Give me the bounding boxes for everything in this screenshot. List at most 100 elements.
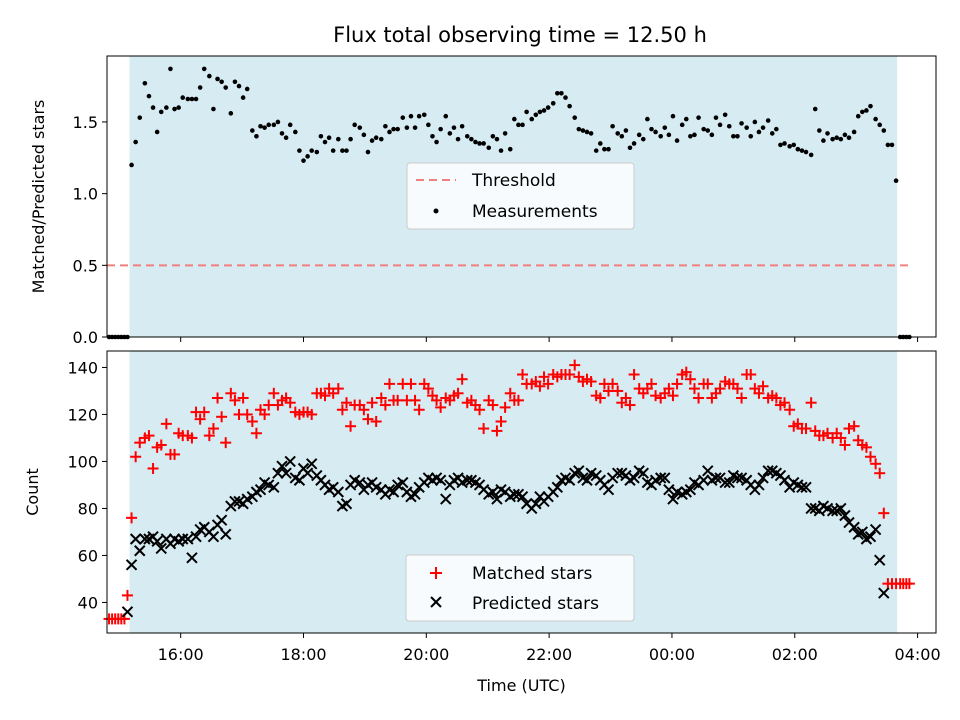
predicted-star-point: [659, 472, 671, 484]
predicted-star-point: [757, 472, 769, 484]
matched-star-point: [375, 392, 387, 404]
predicted-star-point: [387, 486, 400, 498]
measurement-point: [383, 123, 388, 129]
x-axis-label: Time (UTC): [476, 676, 565, 695]
predicted-star-stroke: [573, 465, 585, 477]
predicted-star-stroke: [134, 545, 146, 557]
predicted-star-stroke: [289, 472, 302, 484]
measurement-point: [494, 136, 500, 142]
predicted-star-point: [301, 467, 314, 479]
measurement-point: [455, 136, 461, 142]
measurement-point: [709, 132, 715, 138]
ratio-panel: 0.0 0.5 1.0 1.5 Matched/Predicted stars Thr…: [29, 55, 937, 347]
predicted-star-point: [530, 498, 542, 510]
legend-predicted-label: Predicted stars: [472, 594, 599, 614]
matched-star-point: [134, 437, 146, 449]
measurement-point: [172, 106, 177, 112]
predicted-star-stroke: [354, 476, 366, 489]
measurement-point: [438, 126, 443, 132]
measurement-point: [232, 79, 238, 85]
measurement-point: [576, 126, 582, 132]
measurement-point: [133, 139, 138, 145]
count-y-ticks: 40 60 80 100 120 140: [67, 358, 107, 612]
matched-star-point: [594, 392, 606, 404]
matched-star-point: [358, 404, 370, 416]
measurement-point: [748, 133, 754, 139]
measurement-point: [520, 122, 525, 128]
predicted-star-stroke: [186, 552, 198, 564]
measurement-point: [756, 129, 762, 135]
measurement-point: [464, 133, 470, 139]
ratio-legend: Threshold Measurements: [406, 162, 635, 230]
measurement-point: [555, 90, 560, 96]
matched-star-point: [379, 399, 391, 411]
measurement-point: [893, 178, 899, 184]
measurement-point: [361, 132, 367, 138]
measurement-point: [545, 105, 551, 110]
matched-star-point: [504, 387, 516, 399]
measurement-point: [412, 125, 418, 130]
matched-star-point: [207, 423, 219, 435]
matched-star-point: [155, 439, 167, 451]
measurement-point: [129, 162, 134, 168]
matched-star-point: [246, 416, 258, 427]
predicted-star-point: [826, 505, 839, 517]
predicted-star-stroke: [817, 500, 830, 512]
predicted-star-point: [654, 472, 667, 484]
measurement-point: [365, 149, 371, 155]
predicted-star-stroke: [835, 502, 847, 515]
predicted-star-stroke: [301, 467, 314, 479]
predicted-star-point: [461, 474, 473, 486]
predicted-star-point: [710, 472, 722, 484]
measurement-point: [266, 122, 272, 128]
predicted-star-stroke: [757, 472, 769, 484]
predicted-star-stroke: [577, 472, 589, 484]
predicted-star-stroke: [727, 469, 740, 482]
matched-star-point: [848, 420, 860, 432]
measurement-point: [387, 129, 392, 135]
predicted-star-stroke: [229, 495, 241, 508]
matched-star-point: [220, 437, 232, 449]
measurement-point: [502, 131, 508, 136]
predicted-star-stroke: [874, 554, 886, 566]
measurement-point: [812, 106, 818, 112]
measurement-point: [765, 118, 771, 123]
measurement-point: [602, 146, 607, 152]
predicted-star-point: [129, 533, 142, 545]
measurement-point: [326, 135, 332, 141]
measurement-point: [378, 136, 384, 142]
measurement-point: [851, 129, 857, 135]
measurement-point: [211, 106, 216, 112]
matched-star-point: [409, 394, 421, 406]
predicted-star-stroke: [848, 521, 860, 533]
matched-star-point: [667, 390, 679, 402]
predicted-star-point: [731, 472, 744, 484]
matched-star-point: [736, 392, 748, 404]
measurement-point: [653, 129, 658, 135]
measurement-point: [142, 80, 148, 86]
predicted-star-point: [121, 606, 134, 618]
predicted-star-stroke: [155, 542, 167, 555]
measurement-point: [838, 136, 844, 142]
matched-star-point: [512, 394, 524, 406]
measurement-point: [645, 116, 650, 122]
matched-star-point: [538, 371, 550, 383]
matched-star-point: [413, 404, 425, 416]
measurement-point: [322, 139, 328, 145]
predicted-star-stroke: [387, 486, 400, 498]
predicted-star-stroke: [710, 472, 722, 484]
measurement-point: [533, 112, 539, 118]
predicted-star-point: [305, 458, 318, 470]
measurement-point: [640, 136, 646, 142]
matched-star-point: [822, 427, 834, 439]
measurement-point: [146, 93, 152, 99]
measurement-point: [619, 133, 625, 139]
predicted-star-stroke: [788, 476, 800, 489]
measurement-point: [726, 123, 732, 129]
ratio-axes-frame: [106, 55, 937, 338]
predicted-star-stroke: [821, 502, 834, 515]
predicted-star-point: [778, 474, 791, 486]
measurement-point: [318, 133, 324, 139]
x-tick-label: 16:00: [158, 645, 204, 664]
predicted-star-stroke: [766, 465, 778, 477]
